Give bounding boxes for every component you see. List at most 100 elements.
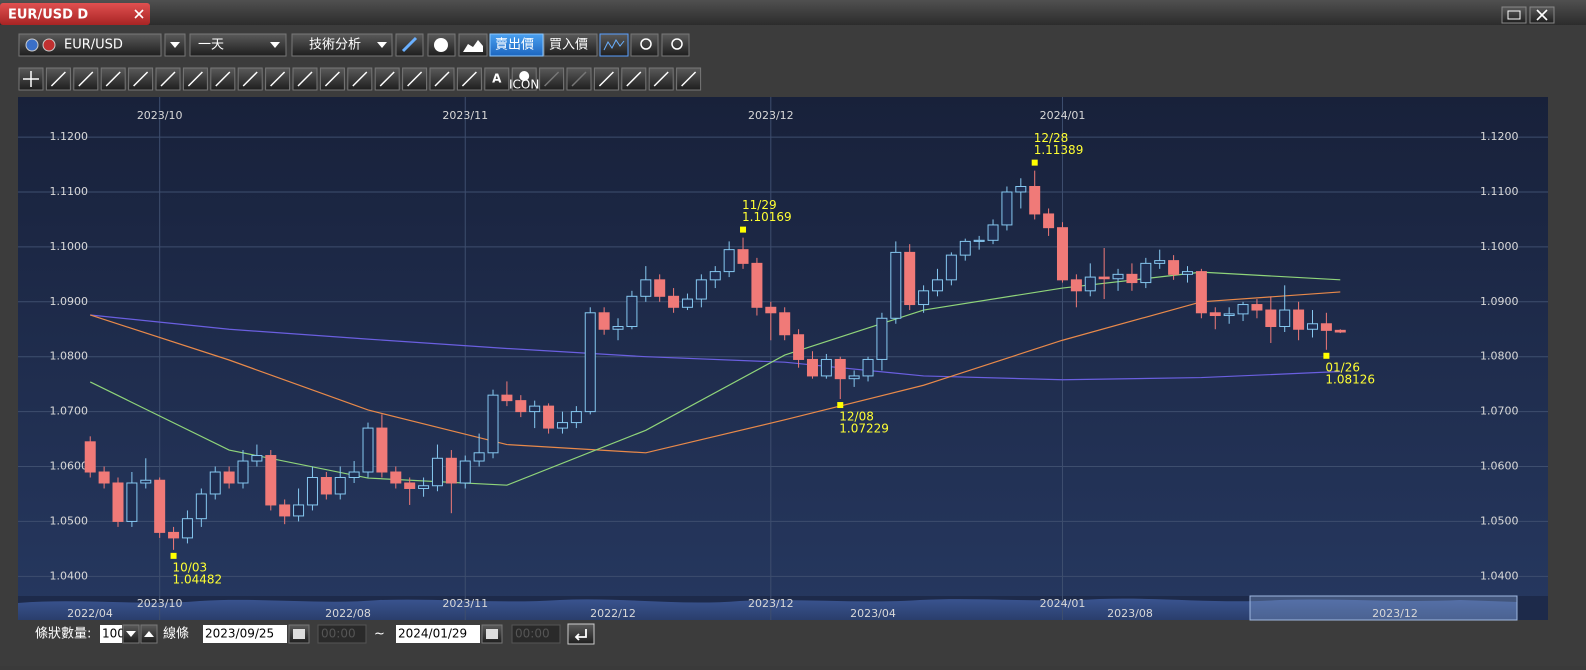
- navigator-window[interactable]: [1249, 595, 1518, 621]
- candle-body: [1015, 185, 1027, 193]
- y-tick-label-right: 1.1000: [1480, 240, 1519, 253]
- candle-body: [431, 457, 443, 487]
- to-time: 00:00: [515, 627, 550, 641]
- navigator-label: 2023/04: [850, 607, 896, 620]
- candle-body: [154, 479, 166, 533]
- x-tick-label: 2023/11: [442, 109, 488, 122]
- bid-button[interactable]: [489, 33, 544, 57]
- candle-body: [418, 485, 430, 489]
- candle-body: [1181, 271, 1193, 275]
- to-date-input[interactable]: [396, 625, 480, 643]
- candle-body: [973, 239, 985, 242]
- candle-body: [1251, 304, 1263, 311]
- period-text: 一天: [198, 38, 224, 53]
- candle-body: [1140, 262, 1152, 284]
- count-value: 100: [102, 627, 125, 641]
- info-icon: [434, 38, 448, 52]
- area-button[interactable]: [458, 33, 488, 57]
- candle-body: [1237, 304, 1249, 315]
- zoom-out-button[interactable]: [630, 33, 659, 57]
- candle-body: [168, 531, 180, 539]
- candle-body: [1195, 271, 1207, 314]
- y-tick-label-right: 1.1200: [1480, 130, 1519, 143]
- count-input[interactable]: [100, 625, 122, 643]
- navigator-label: 2023/08: [1107, 607, 1153, 620]
- from-date-input[interactable]: [203, 625, 287, 643]
- candle-body: [404, 482, 416, 489]
- candle-body: [931, 279, 943, 292]
- navigator-label: 2022/08: [325, 607, 371, 620]
- candle-body: [1265, 309, 1277, 328]
- candle-body: [876, 317, 888, 360]
- icon-tool: ICON: [509, 78, 539, 92]
- period-select[interactable]: [189, 33, 287, 57]
- candle-body: [126, 482, 138, 522]
- dropdown-arrow: [270, 42, 280, 48]
- annotation-date: 01/26: [1325, 360, 1360, 374]
- ask-button[interactable]: [543, 33, 598, 57]
- candle-body: [1293, 309, 1305, 330]
- candle-body: [543, 405, 555, 429]
- tab-close[interactable]: [134, 9, 144, 19]
- candle-body: [681, 298, 693, 308]
- tool-button[interactable]: [484, 67, 510, 91]
- annotation-date: 11/29: [742, 198, 777, 212]
- tool-icon: [270, 71, 286, 87]
- tool-icon: [187, 71, 203, 87]
- candle-body: [737, 249, 749, 264]
- candle-body: [1056, 227, 1068, 281]
- apply-button[interactable]: [567, 623, 595, 645]
- maximize-button[interactable]: [1501, 6, 1527, 24]
- down-arrow: [126, 631, 136, 637]
- candle-body: [1084, 276, 1096, 292]
- candle-body: [556, 422, 568, 429]
- candle-body: [181, 518, 193, 539]
- candle-body: [459, 460, 471, 484]
- tool-icon: [78, 71, 94, 87]
- tab[interactable]: [0, 3, 150, 25]
- candle-body: [223, 471, 235, 484]
- candle-body: [293, 504, 305, 517]
- icon-tool-face: [519, 71, 530, 81]
- candle-body: [668, 295, 680, 308]
- chart-type-icon: [603, 39, 625, 51]
- extreme-marker: [837, 402, 844, 409]
- analysis-select[interactable]: [291, 33, 393, 57]
- tool-icon: [352, 71, 368, 87]
- calendar-icon: [293, 629, 305, 639]
- candle-body: [709, 271, 721, 281]
- annotation-date: 12/08: [839, 410, 874, 424]
- symbol-select[interactable]: [18, 33, 162, 57]
- candle-body: [195, 493, 207, 520]
- annotation-value: 1.04482: [173, 572, 223, 586]
- navigator-label: 2023/12: [1372, 607, 1418, 620]
- candle-body: [695, 279, 707, 300]
- from-time-input: [317, 624, 367, 644]
- x-tick-label-bottom: 2023/11: [442, 597, 488, 610]
- candle-body: [1320, 323, 1332, 331]
- bid-text: 賣出價: [495, 38, 534, 53]
- tool-icon: [324, 71, 340, 87]
- zoom-in-icon: [671, 38, 683, 50]
- tool-icon: [571, 71, 587, 87]
- y-tick-label-right: 1.0800: [1480, 350, 1519, 363]
- navigator-label: 2022/12: [590, 607, 636, 620]
- ask-text: 買入價: [549, 38, 588, 53]
- y-tick-label-right: 1.0700: [1480, 405, 1519, 418]
- candle-body: [806, 358, 818, 377]
- dropdown-arrow: [377, 42, 387, 48]
- extreme-marker: [170, 552, 177, 559]
- zoom-in-button[interactable]: [661, 33, 690, 57]
- annotation-value: 1.10169: [742, 210, 792, 224]
- y-tick-label: 1.1000: [50, 240, 89, 253]
- zoom-out-icon: [640, 38, 652, 50]
- tab-title: EUR/USD D: [8, 8, 88, 23]
- candle-body: [529, 405, 541, 413]
- y-tick-label-right: 1.0500: [1480, 514, 1519, 527]
- candle-body: [348, 471, 360, 479]
- tool-icon: [379, 71, 395, 87]
- candle-body: [209, 471, 221, 495]
- candle-body: [862, 358, 874, 377]
- annotation-value: 1.07229: [839, 422, 889, 436]
